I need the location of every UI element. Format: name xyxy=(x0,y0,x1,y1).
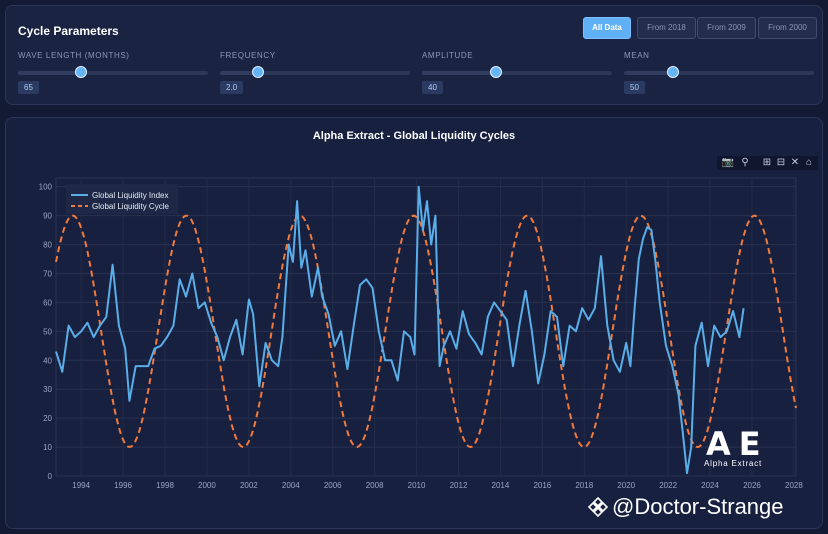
x-tick-label: 2022 xyxy=(659,481,677,490)
cycle-parameters-panel: Cycle Parameters All Data From 2018 From… xyxy=(5,5,823,105)
y-tick-label: 40 xyxy=(43,356,52,365)
slider-label: MEAN xyxy=(624,51,650,60)
x-tick-label: 2006 xyxy=(324,481,342,490)
x-tick-label: 2024 xyxy=(701,481,719,490)
slider-value: 50 xyxy=(624,81,645,94)
watermark-text: @Doctor-Strange xyxy=(612,494,784,519)
home-icon[interactable]: ⌂ xyxy=(805,157,813,168)
y-tick-label: 0 xyxy=(48,472,53,481)
all-data-button[interactable]: All Data xyxy=(583,17,631,39)
slider-handle[interactable] xyxy=(490,66,503,78)
y-axis: 0 10 20 30 40 50 60 70 80 90 100 xyxy=(39,183,53,481)
y-tick-label: 50 xyxy=(43,327,52,336)
slider-value: 2.0 xyxy=(220,81,244,94)
slider-value: 40 xyxy=(422,81,443,94)
y-tick-label: 90 xyxy=(43,212,52,221)
zoom-in-icon[interactable]: ⊞ xyxy=(762,157,772,168)
x-tick-label: 2008 xyxy=(366,481,384,490)
legend-entry[interactable]: Global Liquidity Index xyxy=(92,191,169,200)
slider-track[interactable] xyxy=(18,66,208,78)
x-tick-label: 1998 xyxy=(156,481,174,490)
legend: Global Liquidity Index Global Liquidity … xyxy=(66,184,178,214)
x-tick-label: 2014 xyxy=(492,481,510,490)
y-tick-label: 20 xyxy=(43,414,52,423)
x-tick-label: 2028 xyxy=(785,481,803,490)
y-tick-label: 70 xyxy=(43,269,52,278)
slider-label: WAVE LENGTH (MONTHS) xyxy=(18,51,130,60)
x-tick-label: 2012 xyxy=(450,481,468,490)
slider-label: FREQUENCY xyxy=(220,51,276,60)
slider-value: 65 xyxy=(18,81,39,94)
slider-handle[interactable] xyxy=(667,66,680,78)
binance-icon xyxy=(588,497,608,517)
frequency-slider: FREQUENCY 2.0 xyxy=(220,51,410,101)
x-tick-label: 2000 xyxy=(198,481,216,490)
autoscale-icon[interactable]: ✕ xyxy=(790,157,800,168)
x-tick-label: 2004 xyxy=(282,481,300,490)
x-tick-label: 2020 xyxy=(617,481,635,490)
logo-text: Alpha Extract xyxy=(704,459,762,468)
slider-handle[interactable] xyxy=(252,66,264,78)
wave-length-slider: WAVE LENGTH (MONTHS) 65 xyxy=(18,51,208,101)
y-tick-label: 60 xyxy=(43,298,52,307)
zoom-icon[interactable]: ⚲ xyxy=(741,157,749,168)
alpha-extract-logo: AE Alpha Extract xyxy=(700,425,790,475)
logo-mark: AE xyxy=(706,425,769,463)
from-2018-button[interactable]: From 2018 xyxy=(637,17,696,39)
x-tick-label: 2016 xyxy=(533,481,551,490)
slider-label: AMPLITUDE xyxy=(422,51,474,60)
x-tick-label: 2010 xyxy=(408,481,426,490)
y-tick-label: 100 xyxy=(39,183,53,192)
series-line-global-liquidity-cycle xyxy=(55,214,797,449)
slider-handle[interactable] xyxy=(74,66,87,78)
amplitude-slider: AMPLITUDE 40 xyxy=(422,51,612,101)
slider-track[interactable] xyxy=(422,66,612,78)
legend-entry[interactable]: Global Liquidity Cycle xyxy=(92,202,169,211)
y-tick-label: 80 xyxy=(43,241,52,250)
x-tick-label: 1994 xyxy=(72,481,90,490)
chart-title: Alpha Extract - Global Liquidity Cycles xyxy=(312,130,516,142)
y-tick-label: 10 xyxy=(43,443,52,452)
slider-track[interactable] xyxy=(220,66,410,78)
series-line-global-liquidity-index xyxy=(55,185,745,475)
slider-track[interactable] xyxy=(624,66,814,78)
watermark: @Doctor-Strange xyxy=(588,494,784,520)
chart-toolbar: 📷 ⚲ ⊞ ⊟ ✕ ⌂ xyxy=(717,156,818,170)
panel-title: Cycle Parameters xyxy=(18,24,119,38)
y-tick-label: 30 xyxy=(43,385,52,394)
x-tick-label: 2026 xyxy=(743,481,761,490)
grid-lines xyxy=(55,177,797,477)
x-tick-label: 2002 xyxy=(240,481,258,490)
x-tick-label: 1996 xyxy=(114,481,132,490)
x-axis: 1994 1996 1998 2000 2002 2004 2006 2008 2010 2012… xyxy=(72,481,803,490)
zoom-out-icon[interactable]: ⊟ xyxy=(776,157,786,168)
x-tick-label: 2018 xyxy=(575,481,593,490)
plot-area xyxy=(55,177,797,477)
from-2009-button[interactable]: From 2009 xyxy=(697,17,756,39)
camera-icon[interactable]: 📷 xyxy=(721,157,735,168)
mean-slider: MEAN 50 xyxy=(624,51,814,101)
from-2000-button[interactable]: From 2000 xyxy=(758,17,817,39)
